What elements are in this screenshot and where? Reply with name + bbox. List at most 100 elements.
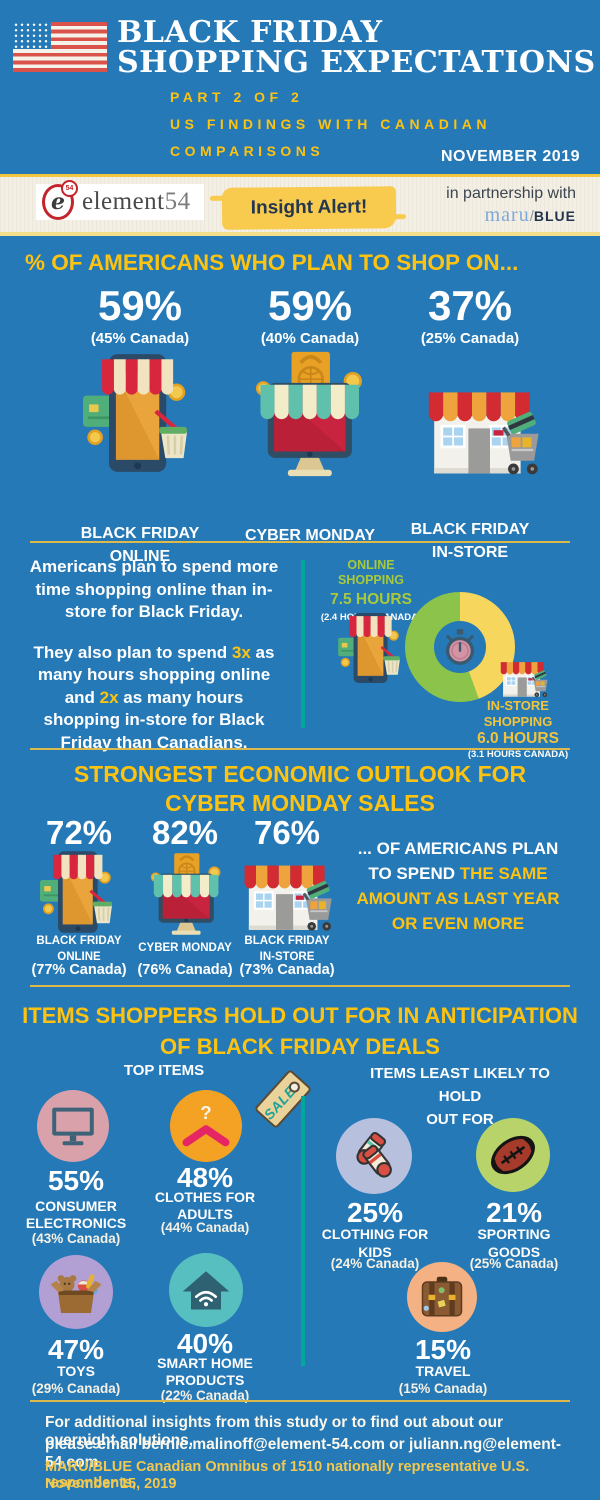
stat-value: 72% <box>45 814 113 851</box>
sporting-goods-circle <box>476 1118 550 1192</box>
insight-alert-label: Insight Alert! <box>250 196 368 219</box>
item-label: CLOTHING FOR KIDS <box>321 1226 429 1260</box>
subtitle-part: PART 2 OF 2 <box>170 89 304 105</box>
phone-shop-icon <box>338 612 400 684</box>
outlook-heading-line1: STRONGEST ECONOMIC OUTLOOK FOR <box>73 761 527 787</box>
store-icon <box>236 854 336 940</box>
monitor-shop-icon <box>148 852 222 936</box>
item-value: 21% <box>485 1197 543 1228</box>
stat-canada: (25% Canada) <box>420 330 520 347</box>
item-canada: (29% Canada) <box>31 1381 121 1396</box>
item-label: SMART HOME PRODUCTS <box>157 1355 253 1388</box>
item-label: TOYS <box>57 1363 95 1379</box>
stat-label: CYBER MONDAY <box>138 942 232 954</box>
maru-blue-logo: maru/BLUE <box>484 204 576 227</box>
stat-canada: (77% Canada) <box>31 962 127 978</box>
item-canada: (22% Canada) <box>160 1388 250 1403</box>
highlight-3x: 3x <box>231 642 251 662</box>
instore-shopping-label: IN-STORE SHOPPING <box>483 698 553 729</box>
stat-canada: (73% Canada) <box>239 962 335 978</box>
stat-label: BLACK FRIDAY ONLINE <box>80 525 200 565</box>
stat-canada: (76% Canada) <box>137 962 233 978</box>
element54-logo-mark-icon: e 54 <box>42 180 78 220</box>
clothes-adults-circle <box>170 1090 242 1162</box>
smart-home-icon <box>182 1266 230 1314</box>
toy-box-icon <box>49 1268 103 1316</box>
stat-value: 37% <box>427 282 513 329</box>
footer-contact-line2: please email bernie.malinoff@element-54.… <box>45 1436 562 1471</box>
item-value: 15% <box>414 1334 472 1365</box>
store-icon <box>418 378 544 486</box>
item-label: SPORTING GOODS <box>477 1226 551 1260</box>
item-value: 55% <box>47 1165 105 1196</box>
vertical-divider <box>301 560 305 728</box>
stat-label: BLACK FRIDAY IN-STORE <box>244 935 330 963</box>
item-canada: (24% Canada) <box>330 1256 420 1271</box>
online-shopping-hours: 7.5 HOURS <box>330 591 412 608</box>
hanger-icon <box>181 1103 231 1149</box>
us-flag-icon <box>13 22 107 72</box>
toys-circle <box>39 1255 113 1329</box>
page-title-line2: SHOPPING EXPECTATIONS <box>117 45 596 80</box>
element54-logo: e 54 element54 <box>36 180 204 220</box>
page-title: BLACK FRIDAY SHOPPING EXPECTATIONS <box>117 18 596 78</box>
item-canada: (25% Canada) <box>469 1256 559 1271</box>
instore-shopping-hours: 6.0 HOURS <box>477 730 559 747</box>
item-value: 48% <box>176 1162 234 1193</box>
online-shopping-label: ONLINE SHOPPING <box>338 558 404 587</box>
stopwatch-icon <box>441 628 479 666</box>
insight-alert-badge: Insight Alert! <box>221 186 397 230</box>
item-value: 25% <box>346 1197 404 1228</box>
outlook-note-highlight: THE SAME AMOUNT AS LAST YEAR OR EVEN MOR… <box>356 864 560 933</box>
instore-shopping-stat: IN-STORE SHOPPING 6.0 HOURS (3.1 HOURS C… <box>452 698 584 762</box>
stat-label: BLACK FRIDAY ONLINE <box>36 935 122 963</box>
monitor-icon <box>49 1105 97 1147</box>
donut-hole <box>434 621 486 673</box>
page-title-line1: BLACK FRIDAY <box>117 15 383 50</box>
item-value: 40% <box>176 1328 234 1359</box>
stat-label: BLACK FRIDAY IN-STORE <box>410 521 530 561</box>
stat-value: 59% <box>267 282 353 329</box>
highlight-2x: 2x <box>99 687 119 707</box>
items-heading-line1: ITEMS SHOPPERS HOLD OUT FOR IN ANTICIPAT… <box>22 1003 578 1028</box>
store-icon <box>496 656 550 702</box>
item-value: 47% <box>47 1334 105 1365</box>
stat-value: 59% <box>97 282 183 329</box>
element54-logo-54-icon: 54 <box>61 180 78 197</box>
partnership-text: in partnership with <box>446 185 576 202</box>
stat-value: 82% <box>151 814 219 851</box>
section-divider <box>30 985 570 987</box>
shop-plan-heading: % OF AMERICANS WHO PLAN TO SHOP ON... <box>25 250 519 275</box>
footer-contact-line1: For additional insights from this study … <box>45 1414 504 1449</box>
clothing-kids-circle <box>336 1118 412 1194</box>
consumer-electronics-circle <box>37 1090 109 1162</box>
top-items-heading: TOP ITEMS <box>123 1062 205 1079</box>
footer-source-line1: MARU/BLUE Canadian Omnibus of 1510 natio… <box>45 1459 530 1491</box>
item-canada: (44% Canada) <box>160 1220 250 1235</box>
stat-value: 76% <box>253 814 321 851</box>
item-canada: (15% Canada) <box>398 1381 488 1396</box>
outlook-heading-line2: CYBER MONDAY SALES <box>165 790 435 816</box>
item-label: CLOTHES FOR ADULTS <box>154 1189 256 1222</box>
stat-canada: (45% Canada) <box>90 330 190 347</box>
monitor-shop-icon <box>252 350 364 478</box>
subtitle-findings: US FINDINGS WITH CANADIAN <box>170 116 491 132</box>
phone-shop-icon <box>40 850 112 934</box>
item-label: CONSUMER ELECTRONICS <box>25 1198 127 1231</box>
least-items-heading: ITEMS LEAST LIKELY TO HOLD OUT FOR <box>370 1065 550 1128</box>
smart-home-circle <box>169 1253 243 1327</box>
stat-canada: (40% Canada) <box>260 330 360 347</box>
phone-shop-icon <box>83 348 187 478</box>
stat-label: CYBER MONDAY <box>244 527 376 544</box>
partnership-block: in partnership with maru/BLUE <box>446 184 576 227</box>
suitcase-icon <box>418 1275 466 1319</box>
flag-canton <box>13 22 51 49</box>
socks-icon <box>347 1129 401 1183</box>
section-divider <box>30 541 570 543</box>
hours-paragraph: Americans plan to spend more time shoppi… <box>29 557 279 752</box>
section-divider <box>30 1400 570 1402</box>
section-divider <box>30 748 570 750</box>
vertical-divider <box>301 1096 305 1366</box>
football-icon <box>485 1127 541 1183</box>
